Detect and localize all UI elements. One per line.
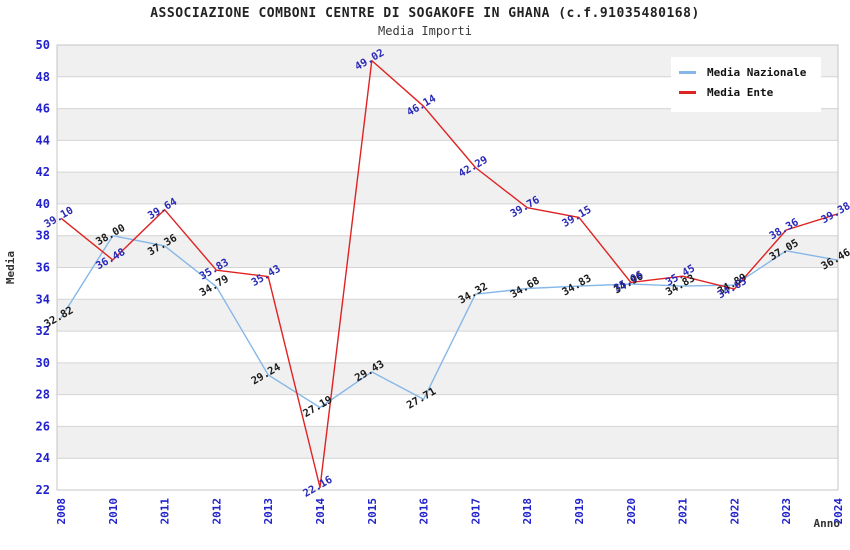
- plot-band: [57, 458, 838, 490]
- y-tick-label: 24: [36, 451, 50, 465]
- x-tick-label: 2017: [469, 498, 482, 525]
- y-tick-label: 32: [36, 324, 50, 338]
- plot-band: [57, 426, 838, 459]
- x-tick-label: 2015: [366, 498, 379, 525]
- plot-band: [57, 331, 838, 363]
- y-axis-title: Media: [4, 251, 17, 284]
- x-tick-label: 2024: [832, 498, 845, 525]
- y-tick-label: 40: [36, 197, 50, 211]
- plot-band: [57, 203, 838, 236]
- plot-border: [56, 44, 839, 491]
- chart-subtitle: Media Importi: [378, 24, 472, 38]
- plot-band: [57, 140, 838, 173]
- x-tick-label: 2011: [159, 498, 172, 525]
- x-tick-label: 2023: [780, 498, 793, 525]
- plot-band: [57, 172, 838, 204]
- x-tick-label: 2019: [573, 498, 586, 525]
- plot-band: [57, 299, 838, 332]
- x-tick-label: 2013: [262, 498, 275, 525]
- y-tick-label: 50: [36, 38, 50, 52]
- page-title: ASSOCIAZIONE COMBONI CENTRE DI SOGAKOFE …: [150, 6, 700, 21]
- x-tick-label: 2018: [521, 498, 534, 525]
- series-line-media-ente: [60, 59, 839, 489]
- legend-item-media-nazionale: Media Nazionale: [679, 66, 817, 79]
- x-tick-label: 2020: [625, 498, 638, 525]
- y-tick-label: 38: [36, 229, 50, 243]
- y-tick-label: 30: [36, 356, 50, 370]
- legend-line-swatch: [679, 91, 696, 94]
- chart-legend: Media Nazionale Media Ente: [671, 57, 821, 112]
- y-tick-label: 26: [36, 419, 50, 433]
- x-tick-label: 2010: [107, 498, 120, 525]
- y-tick-label: 48: [36, 70, 50, 84]
- y-tick-label: 44: [36, 133, 50, 147]
- y-tick-label: 42: [36, 165, 50, 179]
- x-tick-label: 2021: [677, 498, 690, 525]
- plot-band: [57, 394, 838, 427]
- y-tick-label: 22: [36, 483, 50, 497]
- plot-band: [57, 362, 838, 395]
- plot-band: [57, 235, 838, 268]
- plot-band: [57, 267, 838, 300]
- y-tick-label: 36: [36, 261, 50, 275]
- x-axis-title: Anno: [814, 517, 841, 530]
- x-tick-label: 2012: [210, 498, 223, 525]
- legend-label: Media Ente: [707, 86, 774, 99]
- x-tick-label: 2014: [314, 498, 327, 525]
- x-tick-label: 2022: [728, 498, 741, 525]
- x-tick-label: 2016: [418, 498, 431, 525]
- y-tick-label: 34: [36, 292, 50, 306]
- x-tick-label: 2008: [55, 498, 68, 525]
- y-tick-label: 28: [36, 388, 50, 402]
- legend-item-media-ente: Media Ente: [679, 86, 817, 99]
- series-line-media-nazionale: [60, 234, 839, 409]
- y-tick-label: 46: [36, 102, 50, 116]
- legend-label: Media Nazionale: [707, 66, 807, 79]
- legend-line-swatch: [679, 71, 696, 74]
